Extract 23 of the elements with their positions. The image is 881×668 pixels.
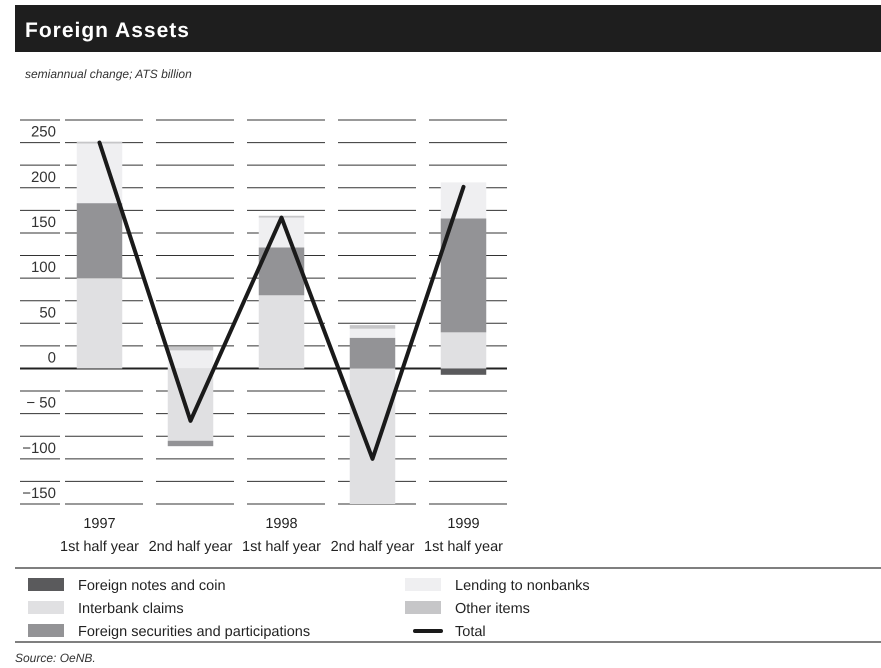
chart-title: Foreign Assets [25,19,190,42]
legend-label: Foreign notes and coin [78,578,226,594]
x-tick-label: 1999 1st half year [424,516,504,555]
legend-label: Foreign securities and participations [78,624,310,640]
x-tick-label: 1998 1st half year [242,516,322,555]
x-tick-label: 2nd half year [330,539,415,555]
y-tick-label: 50 [39,304,56,322]
y-tick-label: −150 [22,485,56,502]
legend-label: Lending to nonbanks [455,578,590,594]
y-tick-label: 150 [30,214,56,231]
chart-subtitle: semiannual change; ATS billion [25,67,192,81]
legend-label: Interbank claims [78,601,184,617]
y-tick-label: 250 [30,124,56,141]
x-tick-label: 2nd half year [148,539,233,555]
legend-label: Total [455,624,486,640]
y-tick-label: − 50 [26,394,56,412]
y-tick-label: 100 [30,259,56,276]
y-tick-label: −100 [22,440,56,457]
y-tick-label: 200 [30,168,56,186]
source-note: Source: OeNB. [15,651,96,665]
x-tick-label: 1997 1st half year [60,516,140,555]
legend-label: Other items [455,601,530,617]
y-tick-label: 0 [48,349,56,366]
